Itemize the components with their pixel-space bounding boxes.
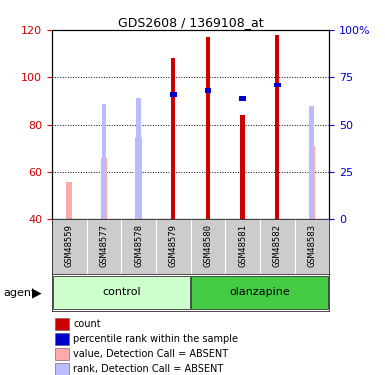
Bar [136, 98, 141, 219]
Text: GSM48581: GSM48581 [238, 224, 247, 267]
Bar [171, 58, 175, 219]
Bar [170, 92, 177, 97]
Bar [274, 82, 281, 87]
Bar [241, 115, 244, 219]
Bar [55, 318, 69, 330]
Text: GSM48577: GSM48577 [99, 224, 109, 267]
Bar [309, 146, 315, 219]
Text: rank, Detection Call = ABSENT: rank, Detection Call = ABSENT [74, 364, 224, 374]
Text: GSM48580: GSM48580 [203, 224, 213, 267]
Text: ▶: ▶ [32, 286, 41, 299]
Text: GSM48579: GSM48579 [169, 224, 178, 267]
Bar [55, 363, 69, 375]
Bar [66, 182, 72, 219]
Text: agent: agent [4, 288, 36, 297]
Text: GSM48578: GSM48578 [134, 224, 143, 267]
Text: GSM48559: GSM48559 [65, 224, 74, 267]
Bar [53, 276, 190, 309]
Bar [102, 104, 106, 219]
Bar [55, 348, 69, 360]
Text: percentile rank within the sample: percentile rank within the sample [74, 334, 238, 344]
Text: GSM48582: GSM48582 [273, 224, 282, 267]
Bar [204, 88, 211, 93]
Text: GSM48583: GSM48583 [307, 224, 316, 267]
Bar [136, 136, 142, 219]
Text: count: count [74, 319, 101, 329]
Bar [275, 35, 279, 219]
Text: olanzapine: olanzapine [229, 287, 290, 297]
Text: value, Detection Call = ABSENT: value, Detection Call = ABSENT [74, 349, 229, 359]
Bar [206, 37, 210, 219]
Bar [191, 276, 328, 309]
Text: control: control [102, 287, 141, 297]
Bar [55, 333, 69, 345]
Bar [101, 158, 107, 219]
Bar [310, 106, 314, 219]
Bar [239, 96, 246, 100]
Title: GDS2608 / 1369108_at: GDS2608 / 1369108_at [118, 16, 263, 29]
